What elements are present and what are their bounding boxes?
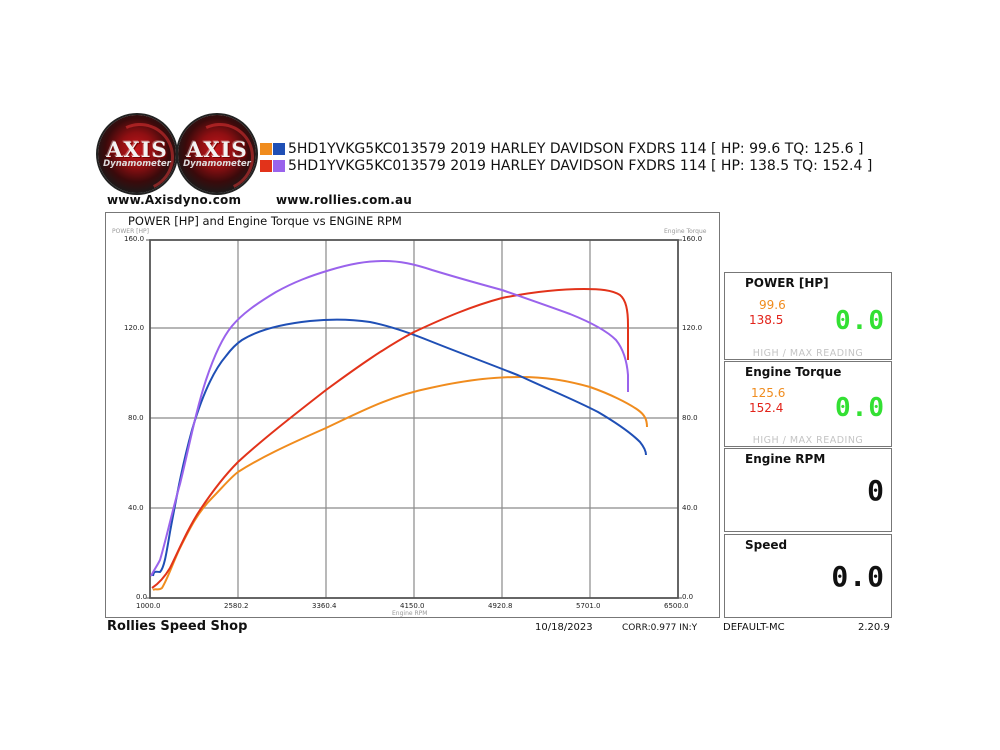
y-tick-left-80: 80.0: [128, 414, 144, 422]
y-tick-right-160: 160.0: [682, 235, 703, 243]
x-tick-3360: 3360.4: [312, 602, 337, 610]
logo-subtitle: Dynamometer: [183, 159, 251, 169]
y-tick-left-40: 40.0: [128, 504, 144, 512]
readout-torque-live: 0.0: [835, 393, 885, 423]
x-tick-5701: 5701.0: [576, 602, 601, 610]
x-tick-2580: 2580.2: [224, 602, 249, 610]
y-tick-left-120: 120.0: [124, 324, 145, 332]
readout-torque-run-2: 152.4: [749, 401, 784, 415]
readout-rpm: Engine RPM 0: [724, 448, 892, 532]
run-date: 10/18/2023: [535, 622, 593, 633]
x-tick-6500: 6500.0: [664, 602, 689, 610]
correction-factor: CORR:0.977 IN:Y: [622, 623, 698, 633]
x-tick-4920: 4920.8: [488, 602, 513, 610]
x-tick-1000: 1000.0: [136, 602, 161, 610]
x-axis-title: Engine RPM: [392, 610, 428, 617]
readout-torque-footer: HIGH / MAX READING: [752, 435, 864, 446]
left-axis-title: POWER [HP]: [112, 228, 149, 235]
axisdyno-url: www.Axisdyno.com: [107, 193, 242, 207]
dyno-profile: DEFAULT-MC: [723, 622, 785, 633]
readout-power-title: POWER [HP]: [745, 276, 829, 290]
software-version: 2.20.9: [858, 622, 890, 633]
chart-panel: [105, 212, 720, 618]
shop-name: Rollies Speed Shop: [107, 619, 248, 634]
readout-rpm-title: Engine RPM: [745, 452, 826, 466]
curve-hp-run-1: [152, 375, 648, 591]
axis-logo-2: AXIS Dynamometer: [178, 115, 256, 193]
legend-label-run-1: 5HD1YVKG5KC013579 2019 HARLEY DAVIDSON F…: [288, 141, 864, 157]
readout-rpm-live: 0: [867, 474, 885, 507]
plot-frame: [149, 239, 679, 599]
curve-hp-run-2: [151, 287, 629, 589]
chart-title: POWER [HP] and Engine Torque vs ENGINE R…: [128, 214, 402, 228]
logo-subtitle: Dynamometer: [103, 159, 171, 169]
logo-brand: AXIS: [186, 137, 248, 162]
readout-torque-run-1: 125.6: [751, 386, 786, 400]
readout-power-run-1: 99.6: [759, 298, 786, 312]
curve-tq-run-1: [152, 318, 647, 577]
y-tick-right-120: 120.0: [682, 324, 703, 332]
readout-torque: Engine Torque 125.6 152.4 0.0 HIGH / MAX…: [724, 361, 892, 447]
readout-speed: Speed 0.0: [724, 534, 892, 618]
rollies-url: www.rollies.com.au: [276, 193, 413, 207]
legend-row-run-1: 5HD1YVKG5KC013579 2019 HARLEY DAVIDSON F…: [260, 140, 863, 158]
y-tick-right-80: 80.0: [682, 414, 698, 422]
legend-label-run-2: 5HD1YVKG5KC013579 2019 HARLEY DAVIDSON F…: [288, 158, 873, 174]
readout-torque-title: Engine Torque: [745, 365, 842, 379]
readout-speed-title: Speed: [745, 538, 788, 552]
y-tick-right-40: 40.0: [682, 504, 698, 512]
logo-brand: AXIS: [106, 137, 168, 162]
readout-power-live: 0.0: [835, 306, 885, 336]
readout-speed-live: 0.0: [831, 560, 885, 593]
legend-swatch-tq-run-1: [273, 143, 285, 155]
axis-logo-1: AXIS Dynamometer: [98, 115, 176, 193]
x-tick-4150: 4150.0: [400, 602, 425, 610]
readout-power-run-2: 138.5: [749, 313, 784, 327]
curve-tq-run-2: [150, 259, 629, 577]
readout-power-footer: HIGH / MAX READING: [752, 348, 864, 359]
y-tick-left-160: 160.0: [124, 235, 145, 243]
legend-swatch-tq-run-2: [273, 160, 285, 172]
y-tick-left-0: 0.0: [136, 593, 148, 601]
plot-grid: [150, 240, 678, 598]
legend-swatch-hp-run-1: [260, 143, 272, 155]
right-axis-title: Engine Torque: [664, 228, 707, 235]
readout-power: POWER [HP] 99.6 138.5 0.0 HIGH / MAX REA…: [724, 272, 892, 360]
y-tick-right-0: 0.0: [682, 593, 694, 601]
legend-row-run-2: 5HD1YVKG5KC013579 2019 HARLEY DAVIDSON F…: [260, 157, 872, 175]
legend-swatch-hp-run-2: [260, 160, 272, 172]
